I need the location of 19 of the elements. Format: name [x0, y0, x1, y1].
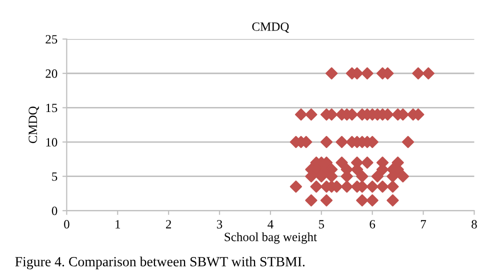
x-tick-label: 4 [268, 220, 274, 228]
y-tick-label: 15 [46, 104, 58, 112]
x-tick-label: 7 [420, 220, 426, 228]
y-tick-label: 20 [46, 69, 58, 78]
x-tick-label: 8 [472, 220, 477, 228]
y-tick-label: 0 [52, 206, 58, 216]
y-tick-label: 10 [46, 138, 58, 146]
x-tick-label: 2 [166, 220, 172, 228]
y-tick-label: 5 [52, 172, 58, 181]
x-tick-label: 1 [116, 220, 120, 228]
x-tick-label: 3 [216, 220, 222, 228]
y-tick-label: 25 [46, 35, 58, 44]
y-axis-title: CMDQ [28, 106, 39, 144]
caption: Figure 4. Comparison between SBWT with STBMI. [15, 256, 305, 270]
x-axis-title: School bag weight [224, 232, 317, 244]
chart-title: CMDQ [252, 22, 290, 33]
x-tick-label: 6 [370, 220, 376, 228]
x-tick-label: 0 [64, 220, 70, 228]
x-tick-label: 5 [319, 220, 324, 228]
